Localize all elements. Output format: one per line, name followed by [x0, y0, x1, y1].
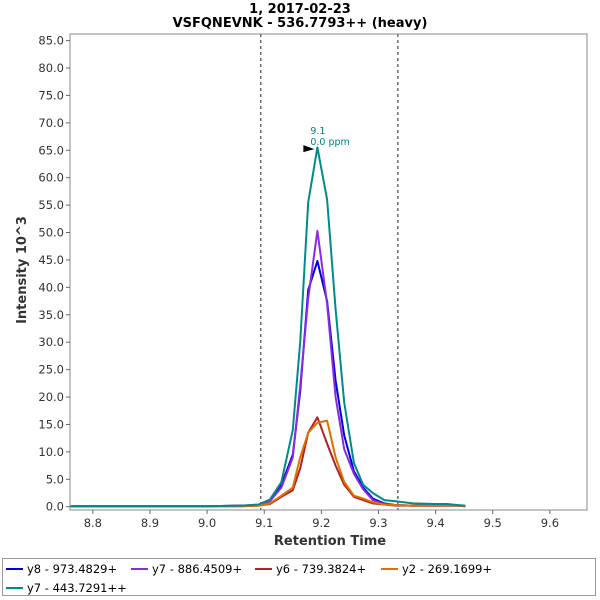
legend-label: y7 - 443.7291++: [27, 581, 127, 595]
y-tick-label: 0.0: [46, 500, 64, 514]
y-tick-label: 85.0: [38, 34, 64, 48]
x-axis-title: Retention Time: [274, 534, 386, 549]
x-tick-label: 8.9: [141, 516, 159, 530]
legend-label: y2 - 269.1699+: [402, 562, 493, 576]
y-tick-label: 60.0: [38, 171, 64, 185]
legend-swatch: [6, 568, 23, 570]
legend-item: y2 - 269.1699+: [381, 562, 492, 576]
y-tick-label: 35.0: [38, 308, 64, 322]
legend-swatch: [255, 568, 272, 570]
y-tick-label: 30.0: [38, 335, 64, 349]
series-line-3: [70, 416, 466, 508]
y-tick-label: 50.0: [38, 226, 64, 240]
chromatogram-plot: 0.0 5.0 10.0 15.0 20.0 25.0 30.0 35.0 40.0 45.0 50…: [15, 33, 588, 549]
y-tick-label: 65.0: [38, 143, 64, 157]
y-tick-label: 40.0: [38, 280, 64, 294]
legend-item: y8 - 973.4829+: [6, 562, 117, 576]
legend-swatch: [131, 568, 148, 570]
legend-label: y6 - 739.3824+: [276, 562, 367, 576]
y-tick-label: 45.0: [38, 253, 64, 267]
x-tick-label: 9.2: [312, 516, 330, 530]
x-tick-label: 9.0: [198, 516, 216, 530]
x-tick-label: 9.5: [484, 516, 502, 530]
x-tick-label: 9.4: [426, 516, 444, 530]
series-line-1: [70, 260, 466, 508]
y-axis-title: Intensity 10^3: [15, 216, 30, 324]
y-tick-label: 5.0: [46, 472, 64, 486]
y-tick-label: 55.0: [38, 198, 64, 212]
y-tick-label: 80.0: [38, 61, 64, 75]
series-line-4: [70, 419, 466, 508]
x-tick-label: 9.6: [541, 516, 559, 530]
chart-subtitle: VSFQNEVNK - 536.7793++ (heavy): [172, 16, 428, 31]
x-tick-label: 9.1: [255, 516, 273, 530]
legend-item: y7 - 886.4509+: [131, 562, 242, 576]
y-tick-label: 10.0: [38, 445, 64, 459]
series-line-5: [70, 146, 466, 508]
peak-marker-icon: [303, 145, 315, 153]
plot-frame: [69, 33, 588, 511]
y-tick-label: 25.0: [38, 363, 64, 377]
x-tick-label: 8.8: [84, 516, 102, 530]
y-tick-label: 70.0: [38, 116, 64, 130]
y-tick-label: 20.0: [38, 390, 64, 404]
legend-swatch: [6, 587, 23, 589]
peak-annotation-time: 9.1: [310, 126, 325, 137]
legend-label: y7 - 886.4509+: [152, 562, 243, 576]
legend-swatch: [381, 568, 398, 570]
legend-item: y6 - 739.3824+: [255, 562, 366, 576]
chart-title: 1, 2017-02-23: [249, 2, 351, 17]
legend-item: y7 - 443.7291++: [6, 581, 127, 595]
series-line-2: [70, 229, 466, 508]
y-tick-label: 75.0: [38, 88, 64, 102]
legend-label: y8 - 973.4829+: [27, 562, 118, 576]
x-tick-label: 9.3: [369, 516, 387, 530]
legend: y8 - 973.4829+ y7 - 886.4509+ y6 - 739.382…: [2, 558, 596, 596]
peak-annotation-ppm: 0.0 ppm: [310, 137, 349, 148]
y-tick-label: 15.0: [38, 417, 64, 431]
